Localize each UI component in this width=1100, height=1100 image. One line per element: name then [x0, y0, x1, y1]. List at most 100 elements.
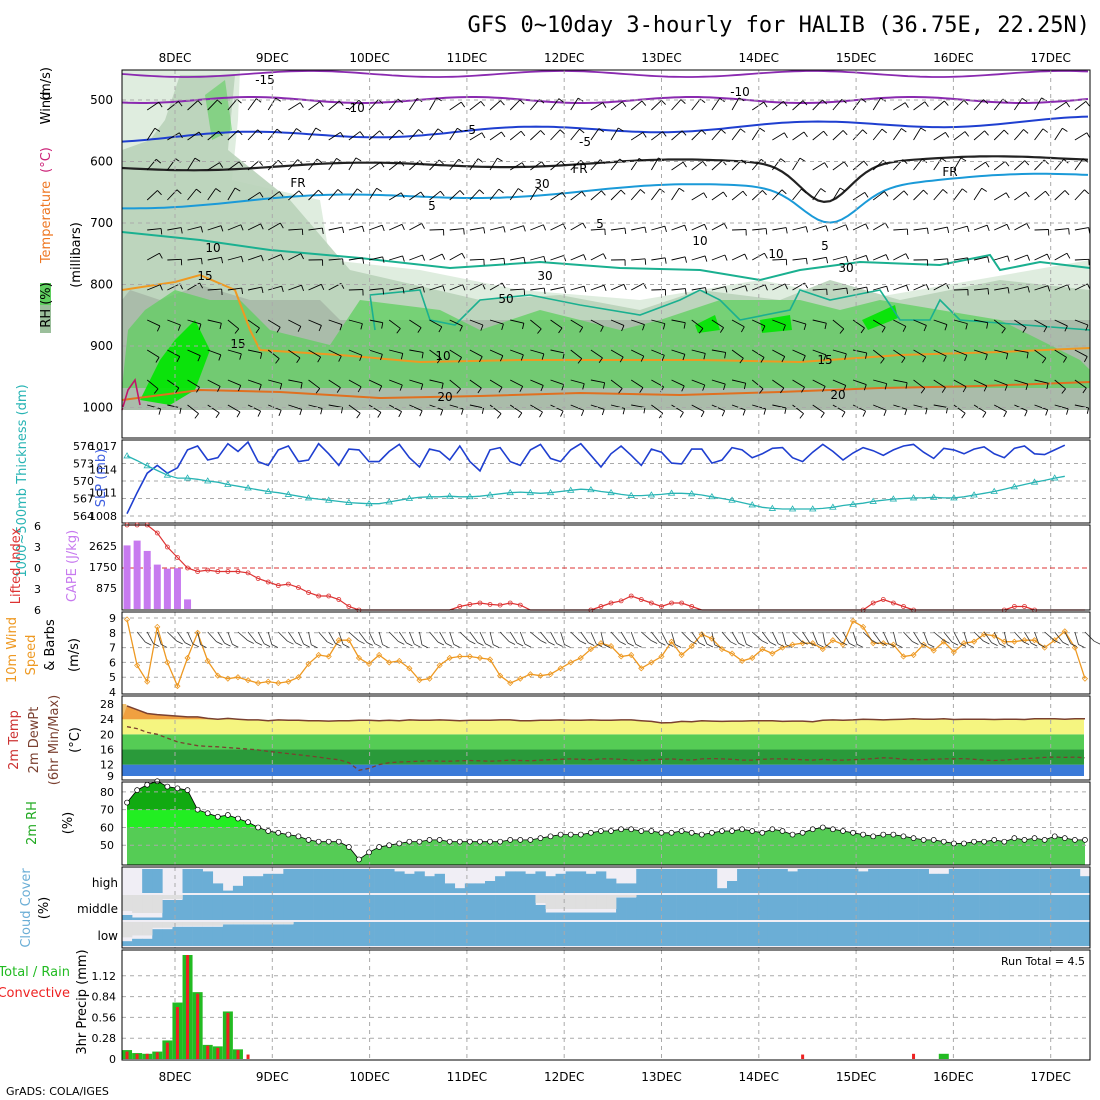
wind-barb	[489, 349, 504, 357]
wind-barb	[247, 640, 254, 644]
wind-barb	[146, 631, 154, 644]
wind-speed-marker	[819, 646, 826, 653]
wind-barb	[618, 127, 624, 132]
cloud-cell	[212, 926, 224, 946]
wind-barb	[1062, 641, 1069, 646]
rh-marker	[194, 806, 201, 813]
wind-barb	[698, 328, 704, 334]
wind-barb	[398, 640, 405, 645]
wind-barb	[147, 404, 161, 410]
y-tick-label-left: 576	[73, 440, 94, 453]
wind-barb	[671, 224, 685, 231]
rh-marker	[628, 826, 635, 833]
wind-barb	[177, 631, 186, 643]
cloud-cell	[293, 922, 304, 946]
wind-barb	[420, 191, 425, 198]
wind-speed-marker	[1051, 637, 1058, 644]
wind-barb	[866, 286, 869, 294]
wind-barb	[179, 407, 182, 414]
wind-barb	[227, 379, 241, 386]
cloud-cell	[243, 924, 254, 946]
wind-barb	[630, 158, 640, 171]
wind-barb	[812, 256, 827, 261]
wind-barb	[691, 631, 700, 644]
run-total-label: Run Total = 4.5	[1001, 955, 1085, 968]
wind-barb	[469, 283, 483, 291]
wind-speed-marker	[557, 665, 564, 672]
wind-barb	[200, 644, 207, 649]
contour-label: 15	[197, 269, 212, 283]
wind-speed-marker	[164, 659, 171, 666]
wind-barb	[436, 357, 442, 364]
y-tick-label: 50	[100, 839, 114, 852]
rh-marker	[396, 840, 403, 847]
lifted-index-marker	[467, 602, 473, 607]
wind-barb	[1074, 189, 1085, 201]
wind-speed-marker	[607, 643, 615, 650]
rh-marker	[840, 828, 846, 834]
y-axis-label-speed: Speed	[24, 635, 39, 676]
cloud-cell	[979, 869, 990, 893]
wind-barb	[903, 631, 913, 642]
wind-barb	[590, 319, 604, 327]
wind-barb	[993, 161, 1006, 171]
wind-speed-marker	[708, 635, 715, 642]
rh-2m-frame	[121, 781, 1091, 866]
wind-speed-marker	[900, 653, 907, 660]
wind-barb	[281, 286, 284, 293]
wind-barb	[1070, 643, 1077, 647]
wind-barb	[723, 223, 728, 229]
wind-barb	[622, 101, 627, 107]
rh-marker	[799, 829, 806, 836]
wind-barb	[893, 128, 902, 141]
cloud-cell	[1059, 869, 1071, 893]
cloud-gap	[555, 895, 566, 909]
wind-barb	[691, 161, 704, 171]
wind-barb	[258, 384, 262, 391]
cloud-cell	[303, 895, 314, 920]
wind-barb	[267, 191, 280, 201]
wind-barb	[510, 225, 524, 231]
cloud-gap	[222, 922, 234, 924]
cloud-cell	[777, 895, 788, 920]
precip-convective-bar	[801, 1054, 805, 1059]
cloud-cell	[827, 869, 839, 893]
contour-label: 30	[838, 261, 853, 275]
wind-barb	[1005, 353, 1009, 360]
wind-barb	[852, 98, 862, 111]
wind-barb	[579, 326, 584, 333]
cloud-cell	[767, 895, 778, 920]
thickness-marker	[325, 496, 333, 503]
wind-barb	[987, 256, 990, 263]
wind-barb	[953, 631, 961, 644]
precip-convective-bar	[125, 1051, 129, 1059]
thickness-marker	[304, 494, 313, 501]
wind-barb	[627, 642, 634, 647]
cloud-cell	[424, 922, 435, 946]
rh-marker	[769, 826, 776, 833]
cloud-cell	[374, 869, 385, 893]
cloud-cell	[858, 871, 869, 893]
cloud-cell	[253, 924, 264, 946]
wind-speed-marker	[275, 680, 282, 687]
wind-barb	[227, 224, 242, 231]
wind-barb	[953, 404, 966, 414]
wind-barb	[994, 223, 1008, 231]
cloud-level-label: middle	[77, 902, 118, 916]
cloud-cell	[333, 922, 345, 946]
wind-barb	[419, 631, 423, 645]
wind-barb	[328, 631, 336, 644]
wind-barb	[1085, 101, 1090, 107]
wind-barb	[460, 101, 466, 108]
wind-barb	[198, 131, 203, 138]
wind-barb	[260, 352, 263, 359]
wind-barb	[849, 643, 856, 647]
wind-barb	[944, 324, 948, 331]
wind-barb	[288, 159, 299, 171]
wind-barb	[642, 324, 645, 331]
wind-barb	[885, 254, 889, 261]
wind-barb	[880, 358, 885, 364]
wind-barb	[550, 319, 563, 329]
cloud-cell	[999, 895, 1010, 920]
temperature-mask	[122, 696, 1090, 723]
